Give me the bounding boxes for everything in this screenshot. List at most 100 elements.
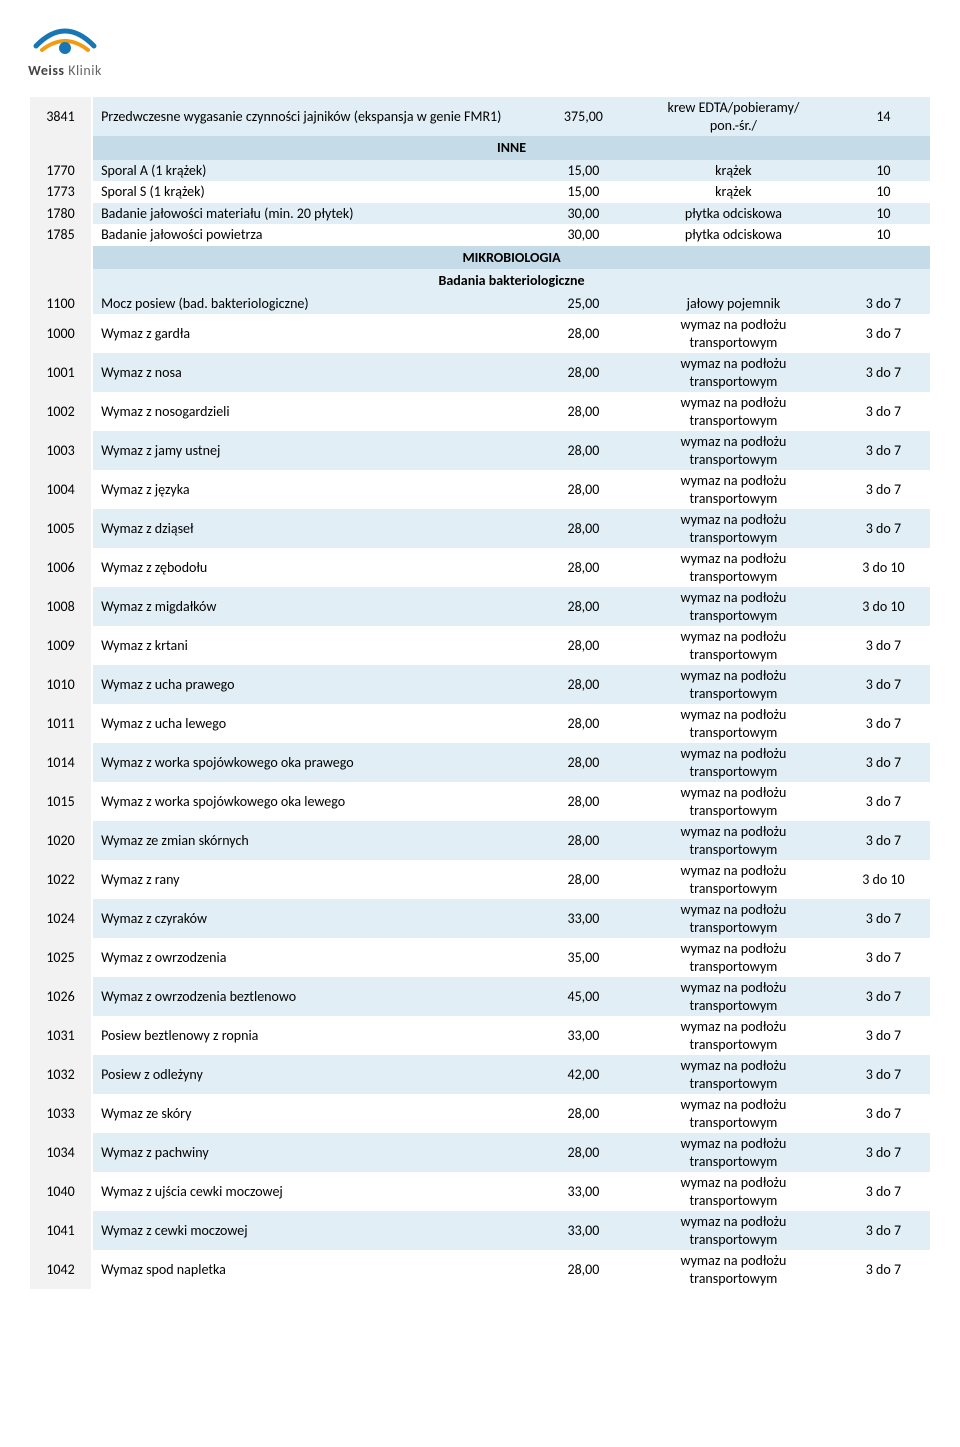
logo-text: Weiss Klinik [28, 62, 102, 79]
days-cell: 3 do 7 [837, 1094, 930, 1133]
price-cell: 28,00 [537, 1094, 630, 1133]
price-cell: 28,00 [537, 626, 630, 665]
table-row: 1034Wymaz z pachwiny28,00wymaz na podłoż… [30, 1133, 930, 1172]
code-cell: 1785 [30, 224, 92, 246]
section-title: MIKROBIOLOGIA [92, 246, 930, 270]
table-row: 1009Wymaz z krtani28,00wymaz na podłożut… [30, 626, 930, 665]
name-cell: Mocz posiew (bad. bakteriologiczne) [92, 293, 537, 315]
code-cell: 1014 [30, 743, 92, 782]
table-row: 1024Wymaz z czyraków33,00wymaz na podłoż… [30, 899, 930, 938]
table-row: 1100Mocz posiew (bad. bakteriologiczne)2… [30, 293, 930, 315]
days-cell: 3 do 7 [837, 470, 930, 509]
code-cell: 1004 [30, 470, 92, 509]
table-row: 1000Wymaz z gardła28,00wymaz na podłożut… [30, 314, 930, 353]
days-cell: 14 [837, 97, 930, 136]
price-cell: 28,00 [537, 587, 630, 626]
code-cell: 3841 [30, 97, 92, 136]
name-cell: Wymaz z ucha prawego [92, 665, 537, 704]
days-cell: 10 [837, 203, 930, 225]
price-cell: 28,00 [537, 782, 630, 821]
code-cell: 1006 [30, 548, 92, 587]
code-blank [30, 246, 92, 270]
price-cell: 28,00 [537, 431, 630, 470]
table-row: 1040Wymaz z ujścia cewki moczowej33,00wy… [30, 1172, 930, 1211]
table-row: 1033Wymaz ze skóry28,00wymaz na podłożut… [30, 1094, 930, 1133]
code-cell: 1020 [30, 821, 92, 860]
subsection-header: Badania bakteriologiczne [30, 269, 930, 293]
name-cell: Wymaz ze skóry [92, 1094, 537, 1133]
code-cell: 1001 [30, 353, 92, 392]
name-cell: Wymaz z cewki moczowej [92, 1211, 537, 1250]
price-cell: 28,00 [537, 821, 630, 860]
table-row: 1042Wymaz spod napletka28,00wymaz na pod… [30, 1250, 930, 1289]
price-cell: 42,00 [537, 1055, 630, 1094]
days-cell: 3 do 10 [837, 548, 930, 587]
table-row: 1031Posiew beztlenowy z ropnia33,00wymaz… [30, 1016, 930, 1055]
code-cell: 1003 [30, 431, 92, 470]
price-cell: 15,00 [537, 181, 630, 203]
name-cell: Badanie jałowości materiału (min. 20 pły… [92, 203, 537, 225]
price-cell: 28,00 [537, 314, 630, 353]
logo: Weiss Klinik [10, 20, 930, 79]
code-blank [30, 136, 92, 160]
code-cell: 1026 [30, 977, 92, 1016]
price-cell: 28,00 [537, 1250, 630, 1289]
days-cell: 3 do 10 [837, 587, 930, 626]
table-row: 1026Wymaz z owrzodzenia beztlenowo45,00w… [30, 977, 930, 1016]
code-cell: 1780 [30, 203, 92, 225]
table-row: 1014Wymaz z worka spojówkowego oka prawe… [30, 743, 930, 782]
sample-cell: krążek [630, 181, 837, 203]
name-cell: Wymaz z czyraków [92, 899, 537, 938]
sample-cell: wymaz na podłożutransportowym [630, 899, 837, 938]
price-cell: 28,00 [537, 509, 630, 548]
code-cell: 1024 [30, 899, 92, 938]
sample-cell: wymaz na podłożutransportowym [630, 626, 837, 665]
section-header: MIKROBIOLOGIA [30, 246, 930, 270]
code-cell: 1033 [30, 1094, 92, 1133]
days-cell: 3 do 7 [837, 626, 930, 665]
section-title: INNE [92, 136, 930, 160]
price-cell: 28,00 [537, 743, 630, 782]
name-cell: Badanie jałowości powietrza [92, 224, 537, 246]
code-cell: 1040 [30, 1172, 92, 1211]
name-cell: Wymaz z migdałków [92, 587, 537, 626]
days-cell: 3 do 7 [837, 314, 930, 353]
price-cell: 33,00 [537, 1211, 630, 1250]
price-cell: 28,00 [537, 665, 630, 704]
price-cell: 33,00 [537, 1172, 630, 1211]
code-cell: 1041 [30, 1211, 92, 1250]
code-cell: 1773 [30, 181, 92, 203]
price-cell: 28,00 [537, 392, 630, 431]
table-row: 1005Wymaz z dziąseł28,00wymaz na podłożu… [30, 509, 930, 548]
sample-cell: krew EDTA/pobieramy/pon.-śr./ [630, 97, 837, 136]
table-row: 1032Posiew z odleżyny42,00wymaz na podło… [30, 1055, 930, 1094]
price-table: 3841Przedwczesne wygasanie czynności jaj… [30, 97, 930, 1289]
sample-cell: wymaz na podłożutransportowym [630, 1016, 837, 1055]
days-cell: 3 do 7 [837, 665, 930, 704]
sample-cell: wymaz na podłożutransportowym [630, 1250, 837, 1289]
days-cell: 3 do 7 [837, 1211, 930, 1250]
price-cell: 33,00 [537, 899, 630, 938]
days-cell: 10 [837, 160, 930, 182]
code-cell: 1015 [30, 782, 92, 821]
name-cell: Wymaz spod napletka [92, 1250, 537, 1289]
name-cell: Wymaz z rany [92, 860, 537, 899]
sample-cell: wymaz na podłożutransportowym [630, 470, 837, 509]
code-cell: 1025 [30, 938, 92, 977]
table-row: 1008Wymaz z migdałków28,00wymaz na podło… [30, 587, 930, 626]
sample-cell: płytka odciskowa [630, 224, 837, 246]
table-row: 3841Przedwczesne wygasanie czynności jaj… [30, 97, 930, 136]
name-cell: Wymaz z zębodołu [92, 548, 537, 587]
days-cell: 3 do 7 [837, 509, 930, 548]
code-cell: 1009 [30, 626, 92, 665]
price-cell: 35,00 [537, 938, 630, 977]
table-row: 1773Sporal S (1 krążek)15,00krążek10 [30, 181, 930, 203]
sample-cell: wymaz na podłożutransportowym [630, 704, 837, 743]
name-cell: Wymaz z nosa [92, 353, 537, 392]
sample-cell: wymaz na podłożutransportowym [630, 977, 837, 1016]
price-cell: 28,00 [537, 470, 630, 509]
days-cell: 3 do 7 [837, 899, 930, 938]
days-cell: 3 do 7 [837, 431, 930, 470]
sample-cell: wymaz na podłożutransportowym [630, 314, 837, 353]
table-row: 1022Wymaz z rany28,00wymaz na podłożutra… [30, 860, 930, 899]
